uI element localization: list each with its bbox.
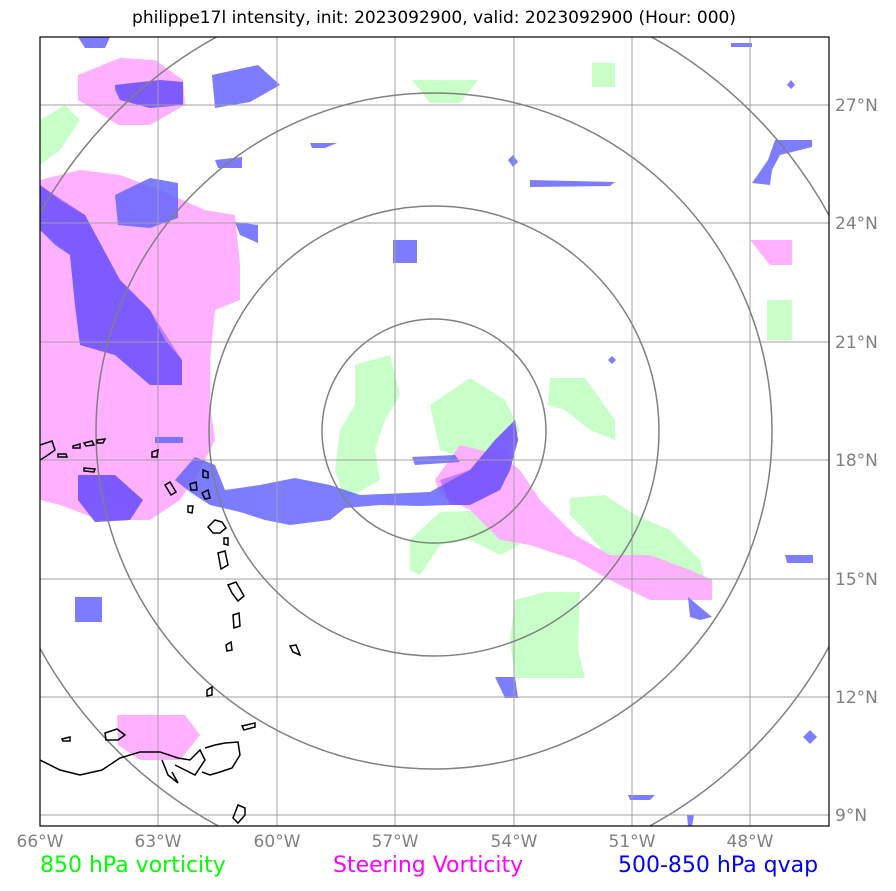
latitude-axis: 27°N 24°N 21°N 18°N 15°N 12°N 9°N xyxy=(835,96,878,826)
lon-tick-label: 60°W xyxy=(254,832,301,852)
overlap-field xyxy=(40,80,518,522)
legend-qvap: 500-850 hPa qvap xyxy=(618,853,819,878)
lat-tick-label: 27°N xyxy=(835,96,878,116)
range-rings xyxy=(40,37,829,826)
lat-tick-label: 24°N xyxy=(835,214,878,234)
coastlines xyxy=(40,438,302,825)
graticule xyxy=(40,37,829,826)
longitude-axis: 66°W 63°W 60°W 57°W 54°W 51°W 48°W xyxy=(17,832,774,852)
lat-tick-label: 12°N xyxy=(835,688,878,708)
lat-tick-label: 9°N xyxy=(835,806,867,826)
qvap-field xyxy=(40,37,817,826)
vorticity-850-field xyxy=(40,63,792,678)
lon-tick-label: 57°W xyxy=(372,832,419,852)
map-title: philippe17l intensity, init: 2023092900,… xyxy=(132,8,736,28)
lon-tick-label: 66°W xyxy=(17,832,64,852)
lat-tick-label: 18°N xyxy=(835,451,878,471)
range-ring-3 xyxy=(95,92,773,770)
legend-850-vorticity: 850 hPa vorticity xyxy=(40,853,226,878)
lon-tick-label: 63°W xyxy=(135,832,182,852)
range-ring-1 xyxy=(321,318,547,544)
plot-frame xyxy=(39,36,830,827)
lon-tick-label: 48°W xyxy=(727,832,774,852)
lon-tick-label: 54°W xyxy=(491,832,538,852)
legend-steering-vorticity: Steering Vorticity xyxy=(333,853,524,878)
lat-tick-label: 21°N xyxy=(835,333,878,353)
range-ring-2 xyxy=(208,205,660,657)
lon-tick-label: 51°W xyxy=(609,832,656,852)
lat-tick-label: 15°N xyxy=(835,570,878,590)
